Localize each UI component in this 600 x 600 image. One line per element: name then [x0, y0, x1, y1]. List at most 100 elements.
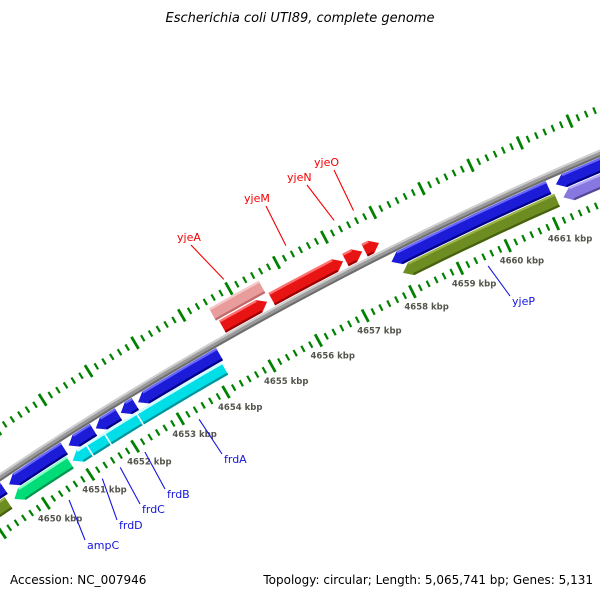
gene-label-yjeA: yjeA: [177, 231, 201, 244]
gene-arrow-yjeO: [361, 240, 379, 257]
minor-tick: [292, 349, 298, 357]
minor-tick: [459, 165, 465, 173]
minor-tick: [147, 330, 154, 338]
minor-tick: [261, 366, 267, 374]
gene-feat-olive-l: [0, 496, 13, 518]
gene-bevel-light: [104, 413, 137, 435]
minor-tick: [443, 173, 449, 181]
leader-line-frdD: [101, 478, 118, 521]
minor-tick: [9, 415, 16, 423]
minor-tick: [65, 485, 71, 493]
minor-tick: [1, 420, 8, 428]
minor-tick: [94, 466, 101, 474]
gene-bevel-dark: [573, 186, 600, 201]
minor-tick: [441, 272, 447, 280]
gene-bevel-light: [12, 442, 62, 476]
gene-cds-rev-g: [391, 181, 552, 265]
leader-line-yjeN: [306, 184, 335, 221]
gene-bevel-light: [408, 193, 556, 265]
gene-arrow-cds-rev-b: [9, 442, 68, 486]
gene-yjeM: [268, 259, 344, 306]
minor-tick: [154, 428, 161, 437]
minor-tick: [139, 438, 146, 446]
minor-tick: [155, 325, 162, 333]
minor-tick: [339, 324, 345, 332]
gene-frdA: [136, 362, 229, 425]
stats-text: Topology: circular; Length: 5,065,741 bp…: [263, 573, 593, 587]
minor-tick: [401, 291, 408, 300]
leader-line-frdB: [144, 451, 166, 490]
gene-yjeA: [208, 280, 266, 321]
gene-bevel-light: [86, 433, 105, 446]
minor-tick: [192, 406, 199, 414]
minor-tick: [300, 345, 306, 353]
minor-tick: [378, 303, 384, 312]
gene-frdD: [72, 444, 93, 462]
minor-tick: [185, 410, 191, 418]
gene-frdC: [86, 433, 111, 456]
major-tick: [271, 255, 282, 270]
gene-arrow-feat-purple: [563, 173, 600, 201]
gene-cds-rev-d: [95, 408, 123, 430]
minor-tick: [277, 357, 283, 366]
tick-label-4650: 4650 kbp: [38, 514, 82, 524]
gene-label-frdA: frdA: [224, 453, 247, 466]
major-tick: [565, 114, 574, 129]
minor-tick: [593, 202, 599, 210]
gene-arrow-feat-olive-l: [0, 497, 13, 518]
minor-tick: [451, 169, 457, 177]
gene-bevel-light: [72, 423, 91, 437]
minor-tick: [521, 234, 527, 242]
minor-tick: [20, 514, 27, 522]
major-tick: [417, 181, 426, 196]
gene-bevel-light: [396, 181, 547, 254]
gene-cds-rev-c: [68, 423, 98, 447]
minor-tick: [592, 106, 597, 115]
gene-arrow-cds-fwd-a: [219, 300, 268, 333]
gene-label-yjeN: yjeN: [287, 171, 312, 184]
gene-bevel-light: [268, 259, 333, 295]
minor-tick: [394, 196, 400, 205]
major-tick: [224, 281, 234, 296]
gene-bevel-dark: [131, 408, 139, 415]
minor-tick: [6, 524, 13, 532]
leader-line-yjeO: [333, 169, 354, 211]
minor-tick: [253, 370, 260, 379]
major-tick: [360, 308, 370, 323]
minor-tick: [186, 307, 193, 315]
minor-tick: [386, 200, 392, 209]
minor-tick: [218, 289, 224, 297]
minor-tick: [242, 276, 248, 284]
minor-tick: [57, 490, 64, 498]
tick-label-4661: 4661 kbp: [548, 235, 592, 245]
minor-tick: [561, 216, 567, 224]
tick-label-4660: 4660 kbp: [500, 257, 544, 267]
tick-label-4658: 4658 kbp: [404, 303, 448, 313]
minor-tick: [354, 217, 360, 225]
gene-cds-rev-a: [0, 482, 8, 499]
gene-bevel-dark: [347, 259, 358, 267]
major-tick: [0, 431, 3, 436]
gene-arrow-cds-rev-c: [68, 423, 98, 447]
minor-tick: [346, 221, 352, 229]
tick-label-4654: 4654 kbp: [218, 403, 262, 413]
minor-tick: [577, 209, 583, 217]
major-tick: [551, 216, 561, 231]
minor-tick: [465, 260, 471, 269]
minor-tick: [80, 475, 86, 483]
gene-bevel-light: [76, 444, 87, 452]
minor-tick: [70, 377, 77, 385]
minor-tick: [72, 480, 79, 488]
gene-bevel-dark: [148, 358, 224, 404]
gene-feat-purple: [563, 173, 600, 201]
tick-label-4655: 4655 kbp: [264, 377, 308, 387]
tick-label-4657: 4657 kbp: [357, 327, 401, 337]
minor-tick: [194, 302, 201, 310]
minor-tick: [449, 268, 455, 276]
minor-tick: [370, 308, 376, 316]
gene-ampC: [14, 456, 74, 500]
backbone-band: [0, 149, 600, 482]
minor-tick: [78, 372, 84, 380]
minor-tick: [347, 320, 353, 328]
backbone-highlight: [0, 149, 600, 476]
